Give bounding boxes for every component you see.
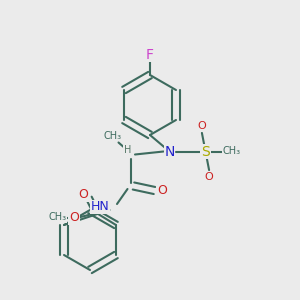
Text: O: O: [79, 188, 88, 202]
Text: CH₃: CH₃: [103, 131, 122, 141]
Text: F: F: [146, 48, 154, 62]
Text: S: S: [201, 145, 210, 158]
Text: CH₃: CH₃: [223, 146, 241, 157]
Text: O: O: [69, 211, 79, 224]
Text: N: N: [164, 145, 175, 158]
Text: O: O: [197, 121, 206, 131]
Text: HN: HN: [91, 200, 110, 214]
Text: CH₃: CH₃: [48, 212, 67, 223]
Text: H: H: [124, 145, 131, 155]
Text: O: O: [205, 172, 214, 182]
Text: O: O: [157, 184, 167, 197]
